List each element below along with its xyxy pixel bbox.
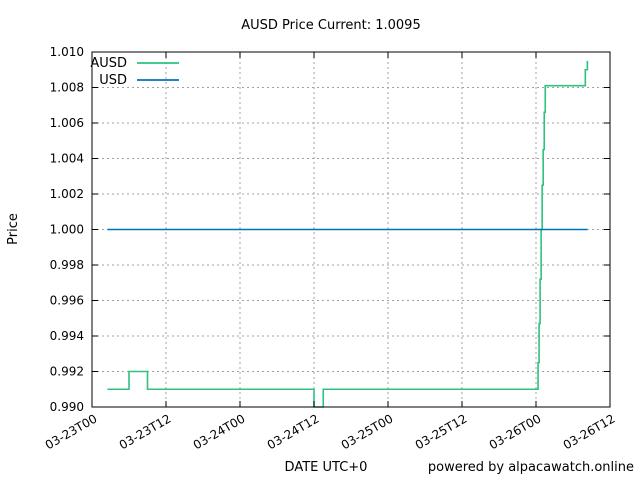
y-tick-label: 0.992 bbox=[50, 365, 84, 379]
y-tick-label: 1.000 bbox=[50, 223, 84, 237]
x-tick-label: 03-25T12 bbox=[413, 411, 470, 452]
x-tick-label: 03-23T12 bbox=[117, 411, 174, 452]
credit-text: powered by alpacawatch.online bbox=[428, 460, 634, 475]
y-tick-label: 1.008 bbox=[50, 81, 84, 95]
y-axis-label: Price bbox=[6, 213, 21, 245]
y-tick-label: 1.004 bbox=[50, 152, 84, 166]
y-tick-label: 0.990 bbox=[50, 400, 84, 414]
series-line-ausd bbox=[107, 60, 589, 408]
axes bbox=[91, 51, 611, 408]
tick-labels: 0.990 0.992 0.994 0.996 0.998 1.000 1.002 1.004… bbox=[43, 45, 618, 452]
x-tick-label: 03-26T00 bbox=[487, 411, 544, 452]
legend: AUSD USD bbox=[90, 56, 179, 88]
x-tick-label: 03-24T00 bbox=[191, 411, 248, 452]
y-tick-label: 1.010 bbox=[50, 45, 84, 59]
x-tick-label: 03-24T12 bbox=[265, 411, 322, 452]
y-tick-label: 0.994 bbox=[50, 329, 84, 343]
y-tick-label: 0.996 bbox=[50, 294, 84, 308]
x-tick-label: 03-25T00 bbox=[339, 411, 396, 452]
y-tick-label: 0.998 bbox=[50, 258, 84, 272]
y-tick-label: 1.006 bbox=[50, 116, 84, 130]
legend-label-ausd: AUSD bbox=[90, 56, 127, 71]
y-tick-label: 1.002 bbox=[50, 187, 84, 201]
x-tick-label: 03-26T12 bbox=[561, 411, 618, 452]
plot-frame bbox=[91, 51, 611, 408]
chart-title: AUSD Price Current: 1.0095 bbox=[241, 18, 420, 33]
series-lines bbox=[107, 60, 589, 408]
legend-label-usd: USD bbox=[99, 73, 127, 88]
x-tick-label: 03-23T00 bbox=[43, 411, 100, 452]
x-axis-label: DATE UTC+0 bbox=[285, 460, 368, 475]
